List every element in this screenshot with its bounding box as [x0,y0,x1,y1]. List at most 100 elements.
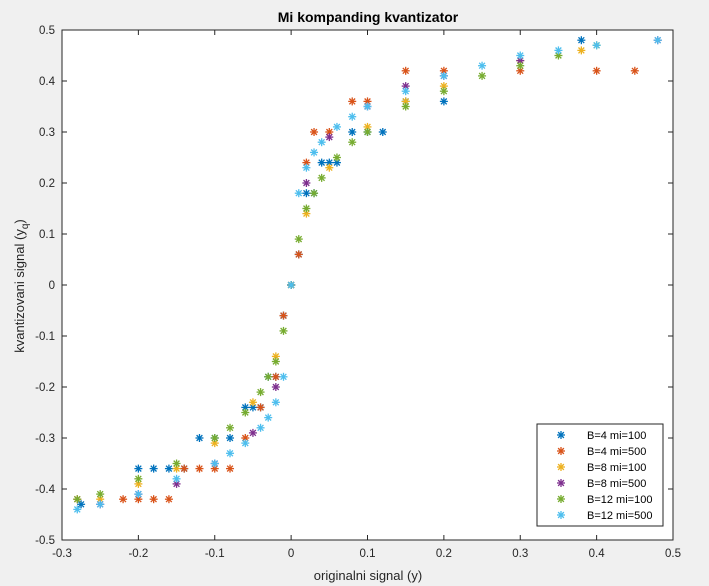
y-tick-label: -0.4 [35,484,55,496]
data-point [149,495,158,504]
data-point [592,66,601,75]
legend-label: B=8 mi=500 [587,478,646,490]
legend-marker [557,447,565,455]
data-point [195,464,204,473]
series-layer [73,36,662,514]
data-point [96,500,105,509]
data-point [134,464,143,473]
data-point [332,153,341,162]
data-point [478,61,487,70]
legend-item: B=8 mi=100 [557,462,646,474]
legend-marker [557,463,565,471]
legend-item: B=4 mi=100 [557,430,646,442]
data-point [401,102,410,111]
x-tick-label: 0.5 [665,548,681,560]
legend-label: B=4 mi=100 [587,430,646,442]
data-point [325,158,334,167]
data-point [378,128,387,136]
data-point [264,372,273,381]
legend-item: B=12 mi=100 [557,494,652,506]
x-axis-label: originalni signal (y) [314,568,422,583]
data-point [516,61,525,70]
legend-item: B=12 mi=500 [557,510,652,522]
data-point [401,87,410,96]
data-point [592,41,601,50]
data-point [302,179,311,187]
data-point [332,122,341,131]
data-point [439,71,448,80]
data-point [226,449,235,458]
data-point [210,464,219,473]
data-point [653,36,662,45]
x-tick-label: 0.4 [589,548,606,560]
data-point [294,250,303,259]
y-tick-label: 0.5 [39,25,55,37]
y-tick-label: -0.3 [35,433,55,445]
data-point [256,403,265,412]
y-axis-label-subscript: q [20,224,31,230]
data-point [363,97,372,106]
legend: B=4 mi=100 B=4 mi=500 B=8 mi=100 B=8 mi=500… [536,423,664,527]
data-point [210,459,219,468]
data-point [325,128,334,136]
data-point [348,112,357,121]
data-point [439,87,448,96]
y-tick-label: 0.3 [39,127,55,139]
y-axis-label-main: kvantizovani signal (y [12,229,27,353]
data-point [317,138,326,147]
data-point [96,490,105,499]
data-point [348,138,357,147]
legend-item: B=4 mi=500 [557,446,646,458]
data-point [73,505,82,514]
data-point [256,388,265,397]
data-point [264,413,273,422]
data-point [279,372,288,381]
data-point [302,189,311,198]
data-point [478,71,487,80]
y-axis-label-close: ) [12,219,27,223]
y-tick-label: -0.1 [35,331,55,343]
data-point [77,500,86,509]
data-point [439,97,448,106]
data-point [180,464,189,473]
data-point [164,464,173,473]
data-point [241,408,250,417]
x-axis: -0.3 -0.2 -0.1 0 0.1 0.2 0.3 0.4 0.5 [52,30,681,560]
data-point [271,357,280,366]
series-6 [73,36,662,514]
data-point [317,173,326,182]
data-point [271,398,280,407]
data-point [149,464,158,473]
data-point [134,474,143,483]
data-point [294,189,303,198]
data-point [287,281,296,289]
data-point [271,372,280,381]
y-tick-label: -0.5 [35,535,55,547]
data-point [279,326,288,335]
data-point [302,163,311,172]
x-tick-label: 0.1 [360,548,376,560]
data-point [248,398,257,407]
data-point [577,36,586,45]
series-5 [73,41,601,504]
legend-marker [557,479,565,487]
data-point [325,163,334,172]
legend-label: B=4 mi=500 [587,446,646,458]
data-point [271,383,280,391]
data-point [271,352,280,361]
data-point [226,423,235,432]
x-tick-label: -0.3 [52,548,72,560]
data-point [332,158,341,167]
data-point [310,128,319,136]
y-tick-label: 0 [49,280,55,292]
legend-label: B=12 mi=100 [587,494,652,506]
data-point [172,474,181,483]
y-tick-label: 0.1 [39,229,55,241]
x-tick-label: 0.3 [512,548,528,560]
data-point [226,434,235,442]
legend-marker [557,511,565,519]
data-point [348,128,357,136]
legend-marker [557,495,565,503]
chart-title: Mi kompanding kvantizator [278,9,459,25]
